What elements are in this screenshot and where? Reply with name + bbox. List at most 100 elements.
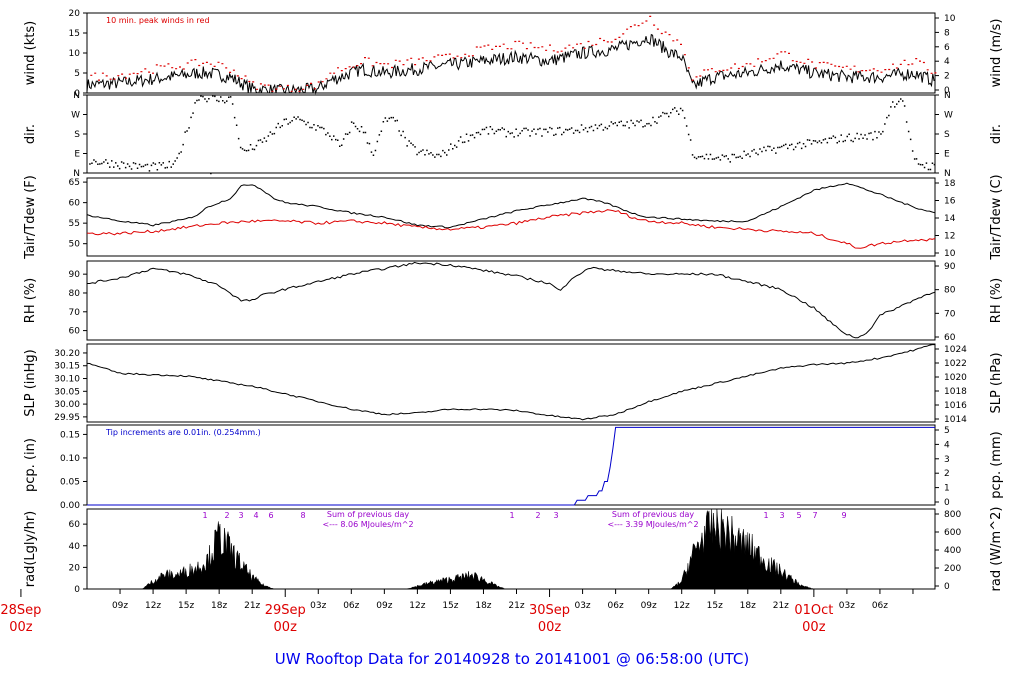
ytick-label-right-0-3: 6 [944, 43, 950, 53]
xtick-label-4: 21z [244, 601, 260, 611]
ytick-label-right-4-4: 1022 [944, 359, 967, 369]
ytick-label-right-0-2: 4 [944, 57, 950, 67]
ytick-label-right-0-4: 8 [944, 28, 950, 38]
annotation-5: Tip increments are 0.01in. (0.254mm.) [105, 428, 261, 437]
ytick-label-left-4-3: 30.10 [54, 375, 80, 385]
day-label-hour-1: 00z [274, 620, 298, 635]
ytick-label-right-6-1: 200 [944, 564, 961, 574]
ytick-label-right-3-1: 70 [944, 309, 956, 319]
ytick-label-right-5-1: 1 [944, 484, 950, 494]
hour-marker-1-2: 3 [553, 511, 558, 520]
ytick-label-right-5-3: 3 [944, 455, 950, 465]
xtick-label-8: 12z [409, 601, 425, 611]
ytick-label-left-0-3: 15 [69, 29, 80, 39]
xtick-label-11: 21z [508, 601, 524, 611]
ylabel-right-0: wind (m/s) [989, 19, 1004, 88]
day-label-date-0: 28Sep [0, 603, 41, 618]
ytick-label-left-5-0: 0.00 [60, 501, 80, 511]
hour-marker-0-5: 8 [300, 511, 305, 520]
ytick-label-right-4-5: 1024 [944, 345, 967, 355]
ytick-label-left-6-2: 40 [69, 542, 81, 552]
ytick-label-left-4-5: 30.20 [54, 349, 80, 359]
xtick-label-20: 06z [872, 601, 888, 611]
ytick-label-left-0-1: 5 [74, 69, 80, 79]
ytick-label-left-5-1: 0.05 [60, 477, 80, 487]
hour-marker-2-4: 9 [841, 511, 846, 520]
hour-marker-0-3: 4 [253, 511, 258, 520]
direction-points [89, 95, 936, 175]
daily-sum-label-1: Sum of previous day [612, 510, 694, 519]
day-label-hour-0: 00z [9, 620, 33, 635]
ytick-label-right-0-1: 2 [944, 72, 950, 82]
ytick-label-right-6-4: 800 [944, 510, 961, 520]
ylabel-right-1: dir. [989, 124, 1004, 144]
day-label-date-1: 29Sep [265, 603, 306, 618]
ytick-label-left-2-3: 65 [69, 178, 80, 188]
ytick-label-left-0-0: 0 [74, 89, 80, 99]
series-line-5-0 [87, 426, 935, 506]
ytick-label-right-2-4: 18 [944, 179, 956, 189]
ytick-label-right-4-1: 1016 [944, 401, 967, 411]
hour-marker-0-4: 6 [268, 511, 273, 520]
ytick-label-right-4-2: 1018 [944, 387, 967, 397]
ytick-label-left-0-4: 20 [69, 9, 81, 19]
series-line-0-1 [90, 15, 937, 92]
ytick-label-right-2-0: 10 [944, 249, 956, 259]
ytick-label-left-6-3: 60 [69, 520, 81, 530]
ytick-label-right-6-3: 600 [944, 528, 961, 538]
xtick-label-9: 15z [442, 601, 458, 611]
xtick-label-19: 03z [839, 601, 855, 611]
xtick-label-2: 15z [178, 601, 194, 611]
ylabel-left-4: SLP (inHg) [23, 349, 38, 417]
ytick-label-right-1-4: N [944, 91, 951, 101]
footer-title: UW Rooftop Data for 20140928 to 20141001… [274, 650, 750, 668]
ytick-label-left-6-0: 0 [74, 585, 80, 595]
series-line-3-0 [87, 261, 936, 339]
ylabel-right-5: pcp. (mm) [989, 431, 1004, 498]
daily-sum-value-1: <--- 3.39 MJoules/m^2 [607, 520, 698, 529]
day-label-date-3: 01Oct [794, 603, 833, 618]
ytick-label-left-1-2: S [74, 130, 80, 140]
ytick-label-right-4-3: 1020 [944, 373, 967, 383]
ytick-label-left-0-2: 10 [69, 49, 81, 59]
ytick-label-right-3-0: 60 [944, 333, 956, 343]
ytick-label-right-1-2: S [944, 130, 950, 140]
series-line-2-0 [86, 182, 936, 229]
ytick-label-left-1-0: N [73, 169, 80, 179]
daily-sum-label-0: Sum of previous day [327, 510, 409, 519]
hour-marker-1-0: 1 [509, 511, 514, 520]
ytick-label-left-2-2: 60 [69, 199, 81, 209]
ytick-label-left-5-2: 0.10 [60, 454, 80, 464]
xtick-label-7: 09z [376, 601, 392, 611]
ytick-label-left-4-2: 30.05 [54, 387, 80, 397]
ytick-label-left-1-3: W [71, 111, 80, 121]
ylabel-left-1: dir. [23, 124, 38, 144]
ylabel-right-6: rad (W/m^2) [989, 507, 1004, 592]
annotation-0: 10 min. peak winds in red [106, 16, 210, 25]
ylabel-right-4: SLP (hPa) [989, 352, 1004, 413]
ytick-label-right-5-4: 4 [944, 440, 950, 450]
ytick-label-right-5-5: 5 [944, 426, 950, 436]
xtick-label-10: 18z [475, 601, 491, 611]
hour-marker-1-1: 2 [535, 511, 540, 520]
xtick-label-6: 06z [343, 601, 359, 611]
ylabel-right-2: Tair/Tdew (C) [989, 174, 1004, 260]
xtick-label-16: 15z [707, 601, 723, 611]
ytick-label-left-3-2: 80 [69, 289, 81, 299]
ylabel-right-3: RH (%) [989, 278, 1004, 323]
ytick-label-right-1-1: E [944, 150, 950, 160]
xtick-label-1: 12z [145, 601, 161, 611]
ytick-label-left-4-0: 29.95 [54, 413, 80, 423]
ytick-label-left-3-0: 60 [69, 327, 81, 337]
ytick-label-right-6-0: 0 [944, 582, 950, 592]
daily-sum-value-0: <--- 8.06 MJoules/m^2 [322, 520, 413, 529]
ytick-label-left-4-4: 30.15 [54, 362, 80, 372]
ytick-label-right-0-0: 0 [944, 86, 950, 96]
radiation-area [87, 508, 935, 590]
ytick-label-left-1-1: E [74, 150, 80, 160]
xtick-label-12: 03z [574, 601, 590, 611]
ylabel-left-6: rad(Lgly/hr) [23, 511, 38, 587]
xtick-label-5: 03z [310, 601, 326, 611]
